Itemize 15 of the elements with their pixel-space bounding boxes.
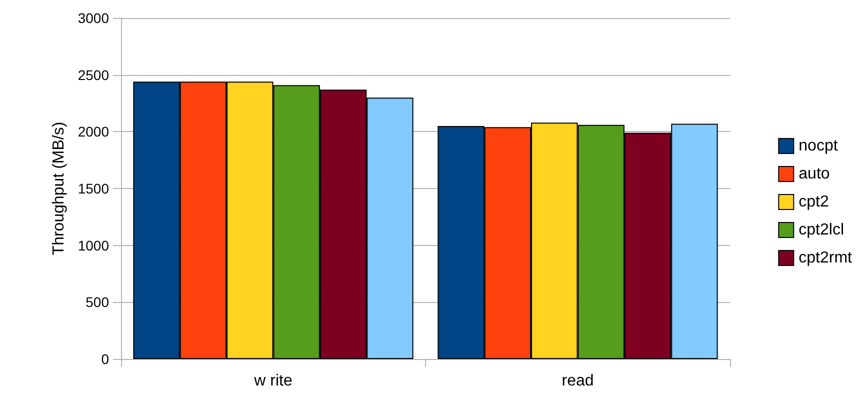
y-tick-label: 500 <box>86 294 110 310</box>
legend-label: cpt2 <box>798 194 829 210</box>
x-tick-label: read <box>562 372 594 390</box>
y-tick-label: 2000 <box>78 124 110 140</box>
legend-label: cpt2lcl <box>798 222 844 238</box>
legend-label: auto <box>798 166 830 182</box>
legend-label: cpt2rmt <box>798 250 853 266</box>
y-tick-label: 2500 <box>78 66 110 83</box>
y-tick-label: 1000 <box>78 237 110 254</box>
y-tick-label: 0 <box>101 351 110 367</box>
y-axis-title: Throughput (MB/s) <box>50 122 68 256</box>
legend-label: nocpt <box>798 138 838 154</box>
y-tick-label: 3000 <box>78 10 110 26</box>
x-tick-label: w rite <box>253 372 292 390</box>
y-tick-label: 1500 <box>78 180 110 196</box>
